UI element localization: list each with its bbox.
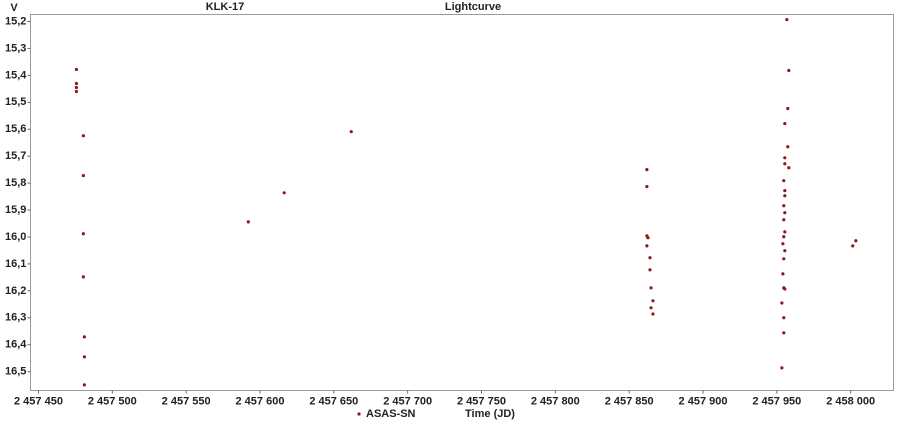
data-point	[246, 220, 250, 224]
data-point	[782, 204, 786, 208]
data-point	[349, 130, 353, 134]
y-tick-label: 16,3	[5, 312, 26, 324]
data-point	[781, 242, 785, 246]
data-point	[786, 145, 790, 149]
data-point	[645, 168, 649, 172]
legend-label: ASAS-SN	[366, 408, 416, 420]
x-tick-label: 2 457 750	[457, 395, 506, 407]
data-point	[82, 355, 87, 359]
x-tick-label: 2 458 000	[826, 395, 875, 407]
legend-marker	[357, 412, 361, 416]
data-point	[780, 301, 784, 305]
data-point	[854, 239, 858, 243]
data-point	[782, 257, 786, 261]
chart-title: Lightcurve	[445, 1, 501, 13]
data-point	[74, 67, 79, 72]
data-point	[787, 68, 791, 73]
y-tick-label: 15,9	[5, 204, 26, 216]
data-point	[787, 166, 791, 170]
data-point	[646, 236, 650, 240]
data-point	[782, 235, 786, 239]
data-point	[648, 256, 652, 260]
y-tick-label: 15,4	[5, 69, 27, 81]
y-tick-label: 16,4	[5, 339, 27, 351]
y-tick-label: 16,5	[5, 366, 26, 378]
data-point	[782, 316, 786, 320]
data-point	[783, 121, 787, 126]
data-point	[74, 85, 79, 90]
data-point	[651, 312, 655, 316]
x-tick-label: 2 457 650	[309, 395, 358, 407]
data-point	[781, 272, 785, 276]
x-tick-label: 2 457 600	[236, 395, 285, 407]
data-point	[81, 232, 85, 236]
x-tick-label: 2 457 500	[88, 395, 137, 407]
x-tick-label: 2 457 800	[531, 395, 580, 407]
data-point	[785, 18, 789, 22]
data-point	[783, 211, 787, 215]
plot-frame	[30, 14, 894, 391]
x-tick-label: 2 457 900	[679, 395, 728, 407]
x-tick-label: 2 457 850	[605, 395, 654, 407]
data-point	[786, 106, 790, 111]
data-point	[82, 383, 87, 387]
y-tick-label: 15,6	[5, 123, 26, 135]
data-point	[645, 185, 649, 189]
data-point	[783, 230, 787, 234]
data-point	[81, 134, 85, 138]
data-point	[651, 299, 655, 303]
x-tick-label: 2 457 450	[14, 395, 63, 407]
y-tick-label: 16,0	[5, 231, 26, 243]
data-point	[82, 335, 87, 339]
y-tick-label: 15,8	[5, 177, 26, 189]
data-point	[782, 218, 786, 222]
data-point	[81, 173, 85, 178]
x-axis-label: Time (JD)	[465, 408, 515, 420]
y-tick-label: 15,7	[5, 150, 26, 162]
data-point	[782, 331, 786, 335]
data-point	[74, 81, 79, 86]
y-tick-label: 16,2	[5, 285, 26, 297]
data-point	[783, 194, 787, 198]
y-tick-label: 15,2	[5, 15, 26, 27]
data-point	[645, 244, 649, 248]
x-tick-label: 2 457 550	[162, 395, 211, 407]
data-point	[783, 189, 787, 193]
data-point	[282, 191, 286, 195]
data-point	[782, 179, 786, 183]
data-point	[783, 287, 787, 291]
data-point	[851, 244, 855, 248]
data-point	[780, 366, 784, 370]
object-label: KLK-17	[206, 1, 245, 13]
data-point	[81, 275, 85, 279]
data-point	[783, 162, 787, 166]
data-point	[648, 268, 652, 272]
x-tick-label: 2 457 700	[383, 395, 432, 407]
y-axis-label: V	[10, 2, 18, 14]
data-point	[783, 156, 787, 160]
y-tick-label: 16,1	[5, 258, 26, 270]
data-point	[783, 249, 787, 253]
data-point	[649, 306, 653, 310]
data-point	[649, 286, 653, 290]
y-tick-label: 15,5	[5, 96, 26, 108]
data-point	[74, 89, 79, 94]
x-tick-label: 2 457 950	[752, 395, 801, 407]
y-tick-label: 15,3	[5, 42, 26, 54]
